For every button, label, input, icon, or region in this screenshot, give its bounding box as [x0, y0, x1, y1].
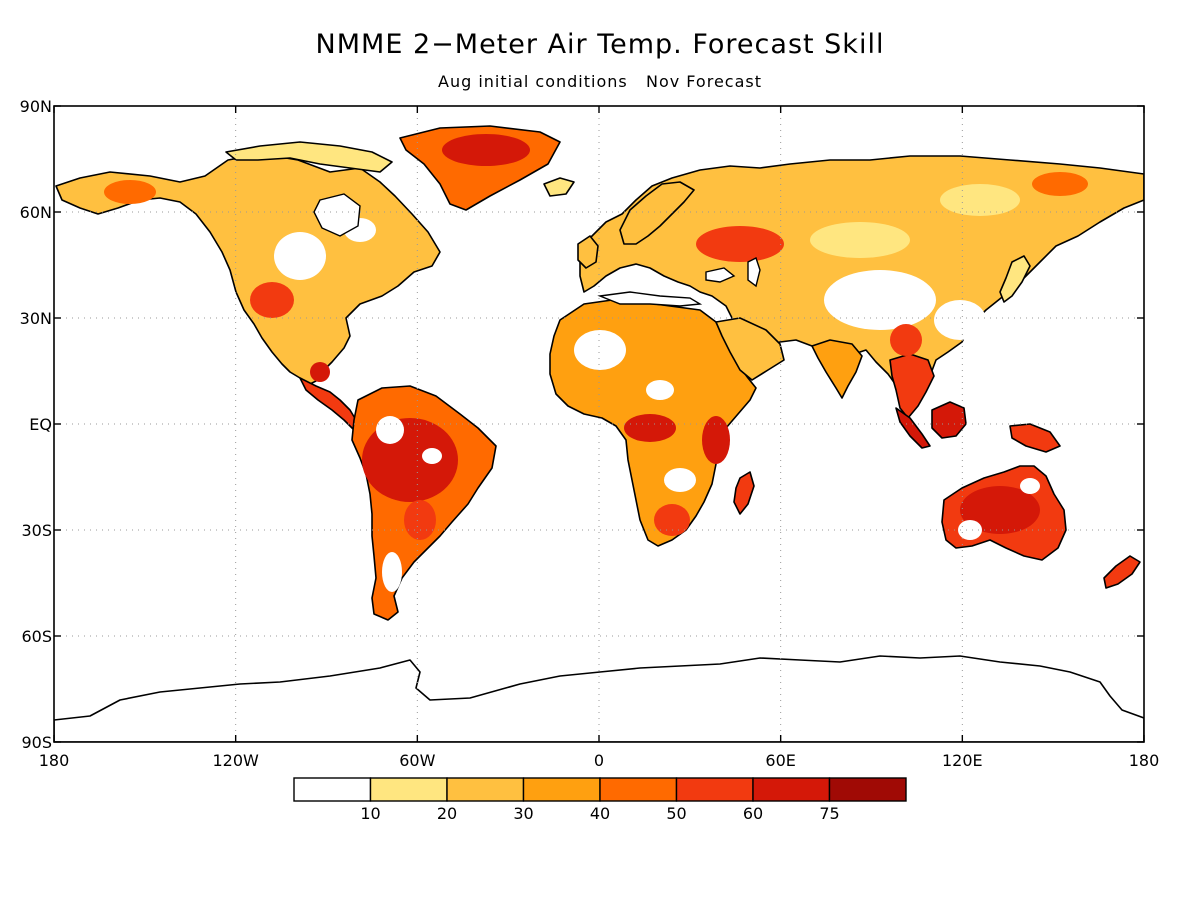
- antarctica: [54, 655, 1144, 742]
- lon-tick-label: 0: [594, 751, 604, 770]
- skill-blobs: [104, 134, 1088, 592]
- lon-tick-label: 180: [1129, 751, 1160, 770]
- lat-tick-label: 30S: [21, 521, 52, 540]
- madagascar: [733, 471, 755, 515]
- colorbar-label: 75: [819, 804, 839, 823]
- lon-tick-label: 60W: [399, 751, 435, 770]
- map-title: NMME 2−Meter Air Temp. Forecast Skill: [316, 29, 885, 60]
- colorbar-swatch: [446, 777, 525, 802]
- continents: [54, 125, 1144, 742]
- new-guinea: [1009, 423, 1061, 453]
- colorbar-label: 30: [513, 804, 533, 823]
- scandinavia: [619, 181, 695, 245]
- lat-tick-label: 60S: [21, 627, 52, 646]
- lat-tick-label: 30N: [20, 309, 52, 328]
- iceland: [543, 177, 575, 197]
- lon-tick-label: 60E: [765, 751, 795, 770]
- lat-tick-label: 90S: [21, 733, 52, 752]
- inland-water: [313, 193, 761, 307]
- colorbar-swatch: [752, 777, 831, 802]
- lat-tick-label: EQ: [29, 415, 52, 434]
- hudson-bay: [313, 193, 361, 237]
- new-zealand: [1103, 555, 1141, 589]
- colorbar: 10 20 30 40 50 60 75: [293, 777, 907, 823]
- colorbar-swatch: [828, 777, 907, 802]
- colorbar-swatch: [293, 777, 372, 802]
- colorbar-label: 40: [590, 804, 610, 823]
- lat-tick-label: 60N: [20, 203, 52, 222]
- colorbar-label: 20: [437, 804, 457, 823]
- lon-tick-label: 180: [39, 751, 70, 770]
- colorbar-swatch: [522, 777, 601, 802]
- black-sea: [705, 267, 736, 283]
- colorbar-label: 50: [666, 804, 686, 823]
- southeast-asia: [889, 353, 935, 419]
- india: [811, 339, 863, 399]
- grid-lines: [54, 106, 1144, 742]
- arctic-islands: [225, 141, 393, 173]
- borneo: [931, 401, 967, 439]
- japan: [999, 255, 1031, 303]
- mediterranean: [597, 291, 703, 307]
- colorbar-label: 60: [743, 804, 763, 823]
- british-isles: [577, 235, 599, 269]
- colorbar-swatch: [369, 777, 448, 802]
- arabia: [715, 317, 785, 381]
- colorbar-swatch: [599, 777, 678, 802]
- colorbar-swatch: [675, 777, 754, 802]
- map-subtitle: Aug initial conditions Nov Forecast: [438, 72, 762, 91]
- sumatra: [895, 407, 931, 449]
- lon-tick-label: 120W: [212, 751, 259, 770]
- caspian-sea: [747, 257, 761, 288]
- lon-tick-label: 120E: [942, 751, 983, 770]
- colorbar-label: 10: [360, 804, 380, 823]
- lat-tick-label: 90N: [20, 97, 52, 116]
- map-body: [54, 125, 1144, 742]
